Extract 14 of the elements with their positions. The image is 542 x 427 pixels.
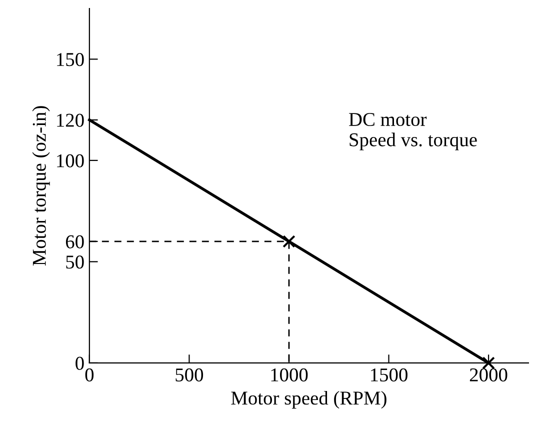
x-tick-label: 1000 (271, 368, 308, 382)
y-tick-label: 100 (57, 154, 84, 168)
x-tick-label: 1500 (371, 368, 408, 382)
x-tick-label: 0 (85, 368, 94, 382)
y-tick-label: 120 (57, 114, 84, 127)
annotation: DC motor Speed vs. torque (349, 112, 477, 150)
y-tick-label: 50 (66, 256, 84, 269)
x-tick-label: 2000 (470, 368, 508, 382)
y-tick-label: 0 (76, 356, 84, 370)
x-axis-title: Motor speed (RPM) (231, 391, 386, 409)
x-tick-label: 500 (176, 368, 204, 382)
y-tick-label: 60 (66, 235, 84, 248)
y-axis-title: Motor torque (oz-in) (32, 106, 50, 266)
y-tick-label: 150 (57, 52, 84, 66)
